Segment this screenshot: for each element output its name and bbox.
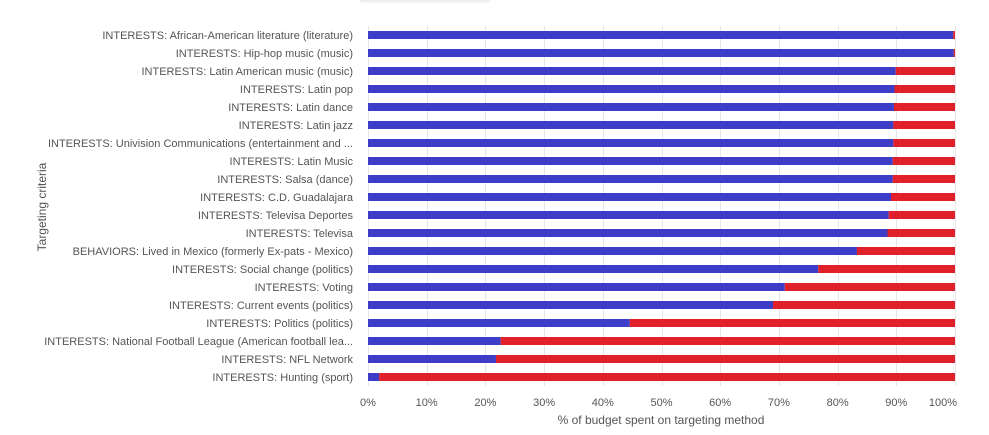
category-label: INTERESTS: Salsa (dance) — [217, 174, 353, 186]
bar-segment-second[interactable] — [891, 193, 955, 201]
category-label: INTERESTS: Latin Music — [230, 156, 354, 168]
bar-segment-first[interactable] — [368, 319, 630, 327]
category-label: INTERESTS: Latin American music (music) — [142, 66, 354, 78]
category-label: INTERESTS: Latin jazz — [239, 120, 353, 132]
category-label: INTERESTS: Univision Communications (ent… — [48, 138, 353, 150]
x-tick-label: 90% — [885, 397, 907, 409]
bar-segment-first[interactable] — [368, 193, 892, 201]
bar-segment-second[interactable] — [773, 301, 955, 309]
bar-segment-first[interactable] — [368, 31, 954, 39]
bars — [368, 31, 955, 381]
bar-segment-second[interactable] — [953, 31, 955, 39]
category-label: INTERESTS: C.D. Guadalajara — [200, 192, 354, 204]
bar-segment-second[interactable] — [629, 319, 955, 327]
category-label: INTERESTS: Social change (politics) — [172, 264, 353, 276]
category-label: INTERESTS: Current events (politics) — [169, 300, 353, 312]
bar-segment-second[interactable] — [856, 247, 955, 255]
bar-segment-first[interactable] — [368, 211, 889, 219]
category-label: INTERESTS: Hip-hop music (music) — [176, 48, 353, 60]
category-label: BEHAVIORS: Lived in Mexico (formerly Ex-… — [73, 246, 353, 258]
bar-segment-first[interactable] — [368, 283, 785, 291]
bar-segment-first[interactable] — [368, 337, 501, 345]
category-label: INTERESTS: Latin dance — [228, 102, 353, 114]
x-axis-title: % of budget spent on targeting method — [558, 413, 765, 427]
bar-segment-second[interactable] — [500, 337, 955, 345]
x-tick-label: 80% — [827, 397, 849, 409]
x-tick-label: 50% — [650, 397, 672, 409]
top-edge-shadow — [360, 0, 490, 4]
bar-segment-second[interactable] — [379, 373, 955, 381]
category-label: INTERESTS: Latin pop — [240, 84, 353, 96]
bar-segment-first[interactable] — [368, 355, 496, 363]
bar-segment-first[interactable] — [368, 247, 857, 255]
bar-segment-second[interactable] — [893, 121, 955, 129]
bar-segment-first[interactable] — [368, 67, 896, 75]
bar-segment-first[interactable] — [368, 139, 894, 147]
bar-segment-first[interactable] — [368, 175, 893, 183]
x-tick-label: 40% — [592, 397, 614, 409]
category-label: INTERESTS: NFL Network — [221, 354, 353, 366]
bar-segment-second[interactable] — [818, 265, 955, 273]
x-tick-labels: 0% 10% 20% 30% 40% 50% 60% 70% 80% 90% 100% — [360, 397, 957, 409]
gridlines — [368, 26, 956, 386]
bar-segment-first[interactable] — [368, 121, 894, 129]
x-tick-label: 0% — [360, 397, 376, 409]
x-tick-label: 70% — [768, 397, 790, 409]
x-tick-label: 20% — [474, 397, 496, 409]
bar-segment-second[interactable] — [895, 67, 955, 75]
bar-segment-second[interactable] — [894, 85, 955, 93]
category-label: INTERESTS: Televisa Deportes — [198, 210, 354, 222]
bar-segment-first[interactable] — [368, 49, 954, 57]
category-label: INTERESTS: Televisa — [246, 228, 354, 240]
bar-segment-first[interactable] — [368, 103, 894, 111]
bar-segment-second[interactable] — [887, 229, 955, 237]
bar-segment-first[interactable] — [368, 373, 380, 381]
bar-segment-first[interactable] — [368, 157, 893, 165]
bar-segment-first[interactable] — [368, 301, 774, 309]
bar-segment-second[interactable] — [953, 49, 955, 57]
bar-segment-second[interactable] — [495, 355, 955, 363]
bar-segment-first[interactable] — [368, 85, 895, 93]
y-axis-title: Targeting criteria — [35, 162, 49, 251]
bar-segment-second[interactable] — [892, 157, 955, 165]
bar-segment-second[interactable] — [784, 283, 955, 291]
bar-segment-second[interactable] — [893, 103, 955, 111]
category-label: INTERESTS: Politics (politics) — [206, 318, 353, 330]
x-tick-label: 60% — [709, 397, 731, 409]
bar-segment-first[interactable] — [368, 265, 819, 273]
category-label: INTERESTS: Voting — [255, 282, 353, 294]
x-tick-label: 100% — [929, 397, 957, 409]
bar-segment-second[interactable] — [893, 139, 955, 147]
x-tick-label: 30% — [533, 397, 555, 409]
bar-segment-first[interactable] — [368, 229, 888, 237]
category-label: INTERESTS: National Football League (Ame… — [44, 336, 353, 348]
category-label: INTERESTS: African-American literature (… — [102, 30, 353, 42]
bar-segment-second[interactable] — [892, 175, 955, 183]
x-tick-label: 10% — [416, 397, 438, 409]
category-label: INTERESTS: Hunting (sport) — [212, 372, 353, 384]
bar-segment-second[interactable] — [888, 211, 955, 219]
category-labels: INTERESTS: African-American literature (… — [44, 30, 354, 384]
